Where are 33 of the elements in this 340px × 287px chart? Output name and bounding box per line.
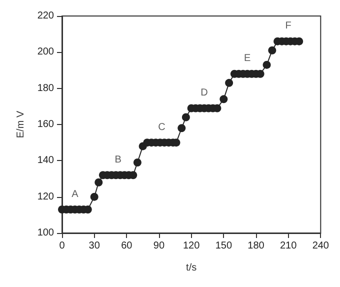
annotation: C: [158, 122, 166, 133]
x-tick-label: 60: [121, 240, 133, 252]
point: [220, 95, 228, 104]
annotation: F: [285, 20, 292, 32]
x-tick-label: 180: [248, 240, 265, 252]
y-tick-label: 180: [37, 82, 54, 94]
annotation: E: [244, 53, 252, 64]
point: [262, 60, 271, 69]
annotation: A: [72, 188, 79, 200]
point: [182, 113, 190, 122]
y-axis-title: E/m V: [16, 110, 26, 138]
point: [178, 124, 186, 132]
x-tick-label: 120: [182, 240, 200, 252]
y-tick-label: 140: [37, 155, 54, 166]
point: [268, 46, 276, 54]
x-tick-label: 150: [215, 240, 232, 252]
y-tick-label: 220: [37, 10, 54, 22]
x-tick-label: 210: [280, 240, 298, 252]
point: [94, 178, 103, 186]
x-tick-label: 30: [88, 240, 100, 252]
point: [133, 158, 142, 166]
y-tick-label: 200: [37, 46, 54, 58]
y-tick-label: 160: [37, 119, 54, 130]
annotation: D: [200, 88, 208, 99]
y-tick-label: 100: [37, 228, 54, 238]
point: [90, 192, 98, 201]
x-tick-label: 0: [59, 240, 66, 252]
annotation: B: [114, 154, 122, 166]
y-tick-label: 120: [37, 191, 54, 202]
point: [225, 78, 234, 87]
x-tick-label: 90: [153, 240, 165, 252]
x-axis-title: t/s: [186, 262, 197, 274]
x-tick-label: 240: [312, 240, 330, 252]
